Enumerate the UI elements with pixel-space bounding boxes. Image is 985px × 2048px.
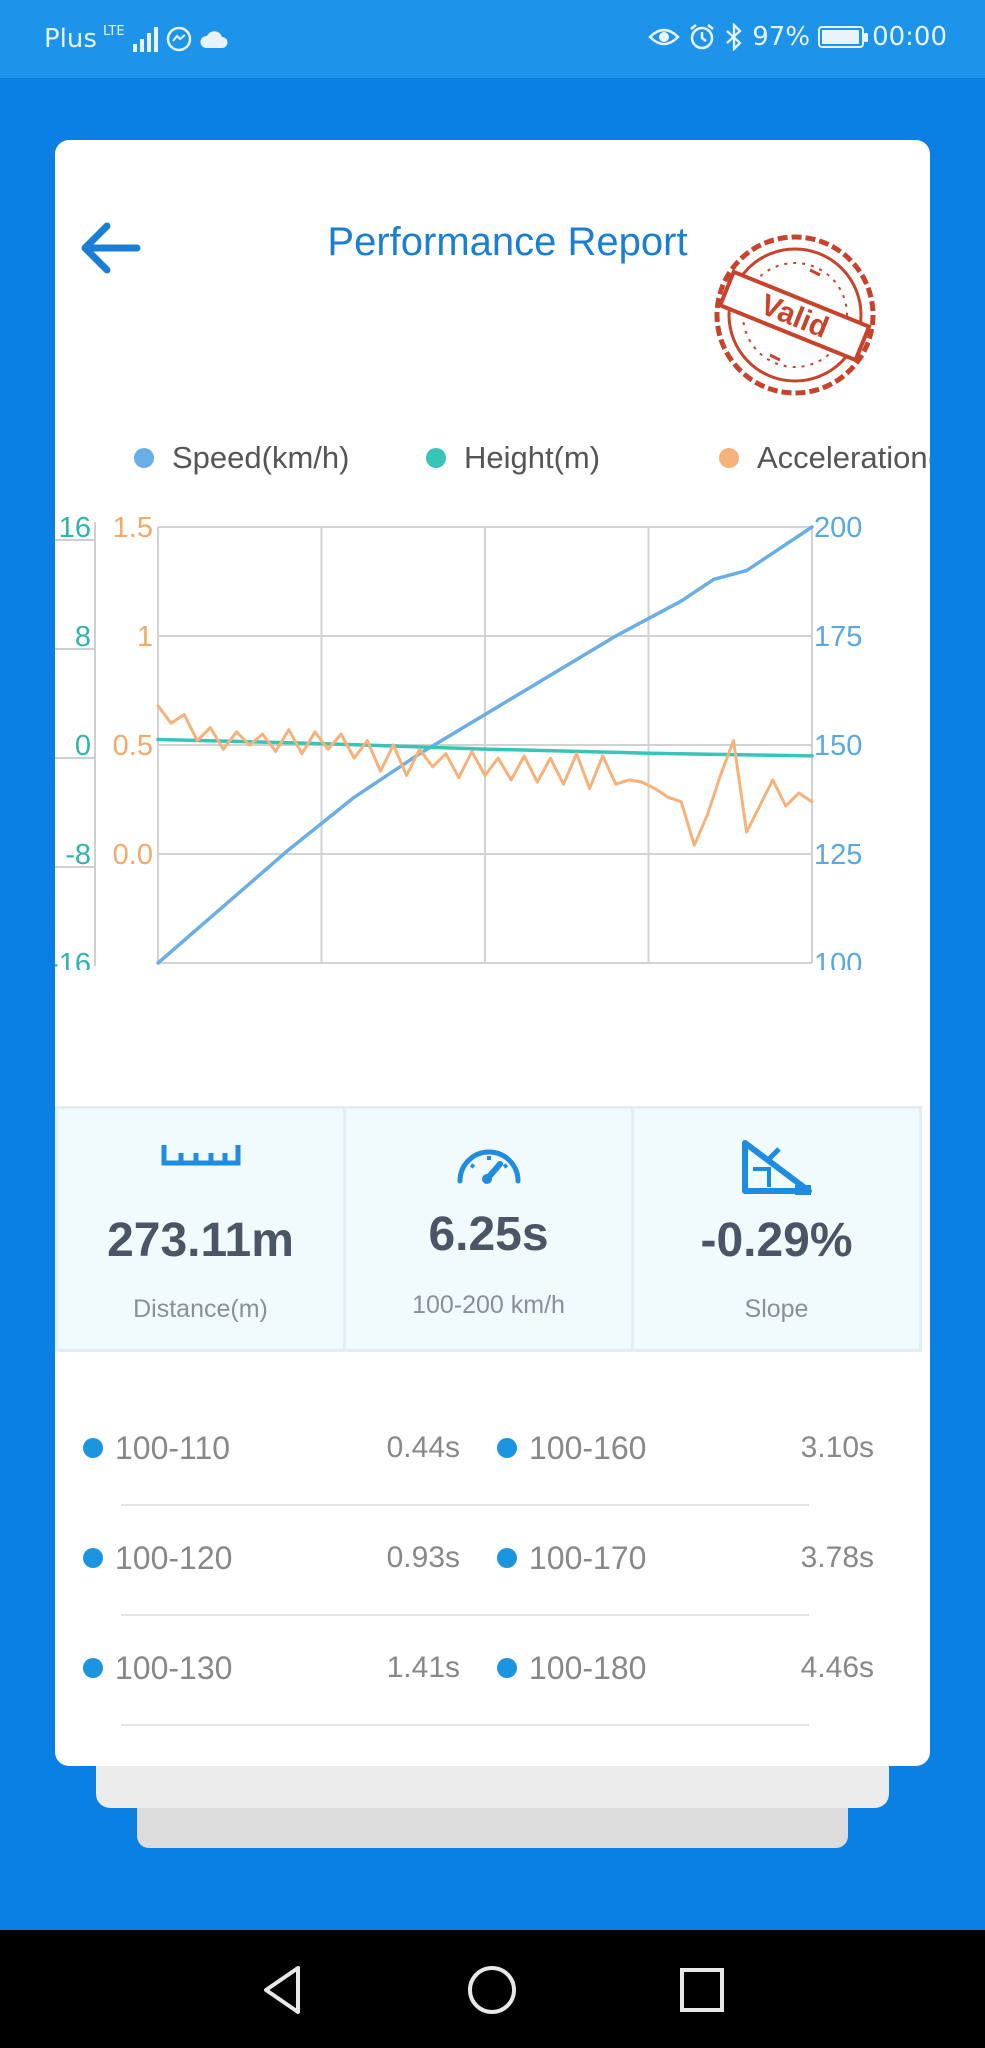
right-tick-label: 175 — [814, 621, 862, 653]
ruler-icon — [161, 1145, 240, 1166]
battery-percent: 97% — [752, 22, 811, 52]
split-time: 0.44s — [386, 1431, 460, 1464]
signal-icon — [132, 27, 158, 52]
split-range: 100-120 — [115, 1539, 233, 1576]
left-outer-tick-label: 8 — [75, 621, 91, 653]
left-inner-tick-label: 0.5 — [113, 730, 153, 762]
stats-panel: 273.11m Distance(m) 6.25s 100-200 km/h -… — [55, 1106, 922, 1352]
stat-time: 6.25s 100-200 km/h — [343, 1109, 631, 1349]
split-dot-icon — [497, 1658, 517, 1678]
row-divider — [121, 1724, 809, 1726]
bluetooth-icon — [726, 23, 742, 51]
row-divider — [121, 1504, 809, 1506]
eye-icon — [648, 28, 681, 46]
legend-label-speed: Speed(km/h) — [172, 440, 350, 475]
time-label: 100-200 km/h — [412, 1291, 565, 1319]
legend-dot-acceleration — [719, 448, 739, 468]
split-time: 1.41s — [386, 1651, 460, 1684]
back-triangle-icon[interactable] — [254, 1962, 310, 2018]
split-item: 100-160 — [497, 1426, 646, 1470]
slope-label: Slope — [744, 1295, 809, 1323]
legend-label-acceleration: Acceleration(g) — [757, 440, 930, 475]
clock: 00:00 — [872, 22, 947, 52]
legend-label-height: Height(m) — [464, 440, 601, 475]
stat-distance: 273.11m Distance(m) — [58, 1109, 343, 1349]
split-item: 100-130 — [83, 1646, 232, 1690]
row-divider — [121, 1614, 809, 1616]
arrow-left-icon — [81, 222, 141, 274]
page-title: Performance Report — [327, 220, 688, 264]
split-range: 100-130 — [115, 1649, 233, 1686]
split-item: 100-180 — [497, 1646, 646, 1690]
left-inner-tick-label: 1 — [137, 621, 153, 653]
acceleration-series-line — [156, 704, 814, 847]
chart-legend: Speed(km/h) Height(m) Acceleration(g) — [79, 440, 930, 484]
split-dot-icon — [83, 1438, 103, 1458]
split-item: 100-170 — [497, 1536, 646, 1580]
messenger-icon — [166, 26, 191, 52]
split-range: 100-170 — [529, 1539, 647, 1576]
performance-chart: 16 8 0 -8 -16 1.5 1 0.5 0.0 200 175 150 125 100 — [55, 512, 862, 970]
home-circle-icon[interactable] — [464, 1962, 520, 2018]
back-button[interactable] — [73, 218, 145, 278]
speed-series-line — [156, 525, 814, 965]
recents-square-icon[interactable] — [674, 1962, 730, 2018]
legend-speed[interactable]: Speed(km/h) — [134, 440, 349, 476]
carrier-label: Plus — [44, 24, 97, 54]
status-bar: Plus LTE 97% 00:00 — [0, 0, 985, 78]
split-time: 4.46s — [800, 1651, 874, 1684]
legend-dot-height — [426, 448, 446, 468]
left-inner-tick-label: 0.0 — [113, 839, 153, 871]
network-type: LTE — [102, 23, 125, 39]
split-dot-icon — [497, 1548, 517, 1568]
cloud-icon — [200, 31, 228, 48]
split-range: 100-180 — [529, 1649, 647, 1686]
split-range: 100-160 — [529, 1429, 647, 1466]
left-outer-tick-label: 0 — [75, 730, 91, 762]
stat-slope: -0.29% Slope — [631, 1109, 919, 1349]
left-outer-tick-label: -8 — [65, 839, 91, 871]
split-dot-icon — [83, 1658, 103, 1678]
right-tick-label: 100 — [814, 948, 862, 970]
legend-height[interactable]: Height(m) — [426, 440, 600, 476]
alarm-icon — [690, 24, 715, 50]
battery-icon — [818, 26, 869, 48]
split-time: 3.78s — [800, 1541, 874, 1574]
split-time: 0.93s — [386, 1541, 460, 1574]
speedometer-icon — [457, 1149, 520, 1184]
time-value: 6.25s — [428, 1208, 549, 1261]
legend-acceleration[interactable]: Acceleration(g) — [719, 440, 930, 476]
split-times: 100-110 0.44s 100-160 3.10s 100-120 0.93… — [55, 1400, 930, 1730]
split-row: 100-130 1.41s 100-180 4.46s — [55, 1620, 930, 1730]
right-tick-label: 125 — [814, 839, 862, 871]
right-tick-label: 200 — [814, 512, 862, 544]
legend-dot-speed — [134, 448, 154, 468]
split-dot-icon — [497, 1438, 517, 1458]
status-right: 97% 00:00 — [648, 22, 947, 52]
report-card: Performance Report Valid Speed(km/h) Hei… — [55, 140, 930, 1766]
valid-stamp: Valid — [714, 234, 876, 396]
right-tick-label: 150 — [814, 730, 862, 762]
split-item: 100-120 — [83, 1536, 232, 1580]
split-row: 100-110 0.44s 100-160 3.10s — [55, 1400, 930, 1510]
left-inner-tick-label: 1.5 — [113, 512, 153, 544]
split-item: 100-110 — [83, 1426, 230, 1470]
slope-value: -0.29% — [700, 1214, 853, 1267]
split-range: 100-110 — [115, 1429, 231, 1466]
left-outer-tick-label: -16 — [55, 948, 91, 970]
navigation-bar — [0, 1930, 985, 2048]
split-dot-icon — [83, 1548, 103, 1568]
status-left: Plus LTE — [44, 24, 229, 54]
split-time: 3.10s — [800, 1431, 874, 1464]
slope-icon — [741, 1140, 812, 1195]
distance-value: 273.11m — [107, 1214, 294, 1267]
left-outer-tick-label: 16 — [59, 512, 91, 544]
distance-label: Distance(m) — [133, 1295, 268, 1323]
split-row: 100-120 0.93s 100-170 3.78s — [55, 1510, 930, 1620]
